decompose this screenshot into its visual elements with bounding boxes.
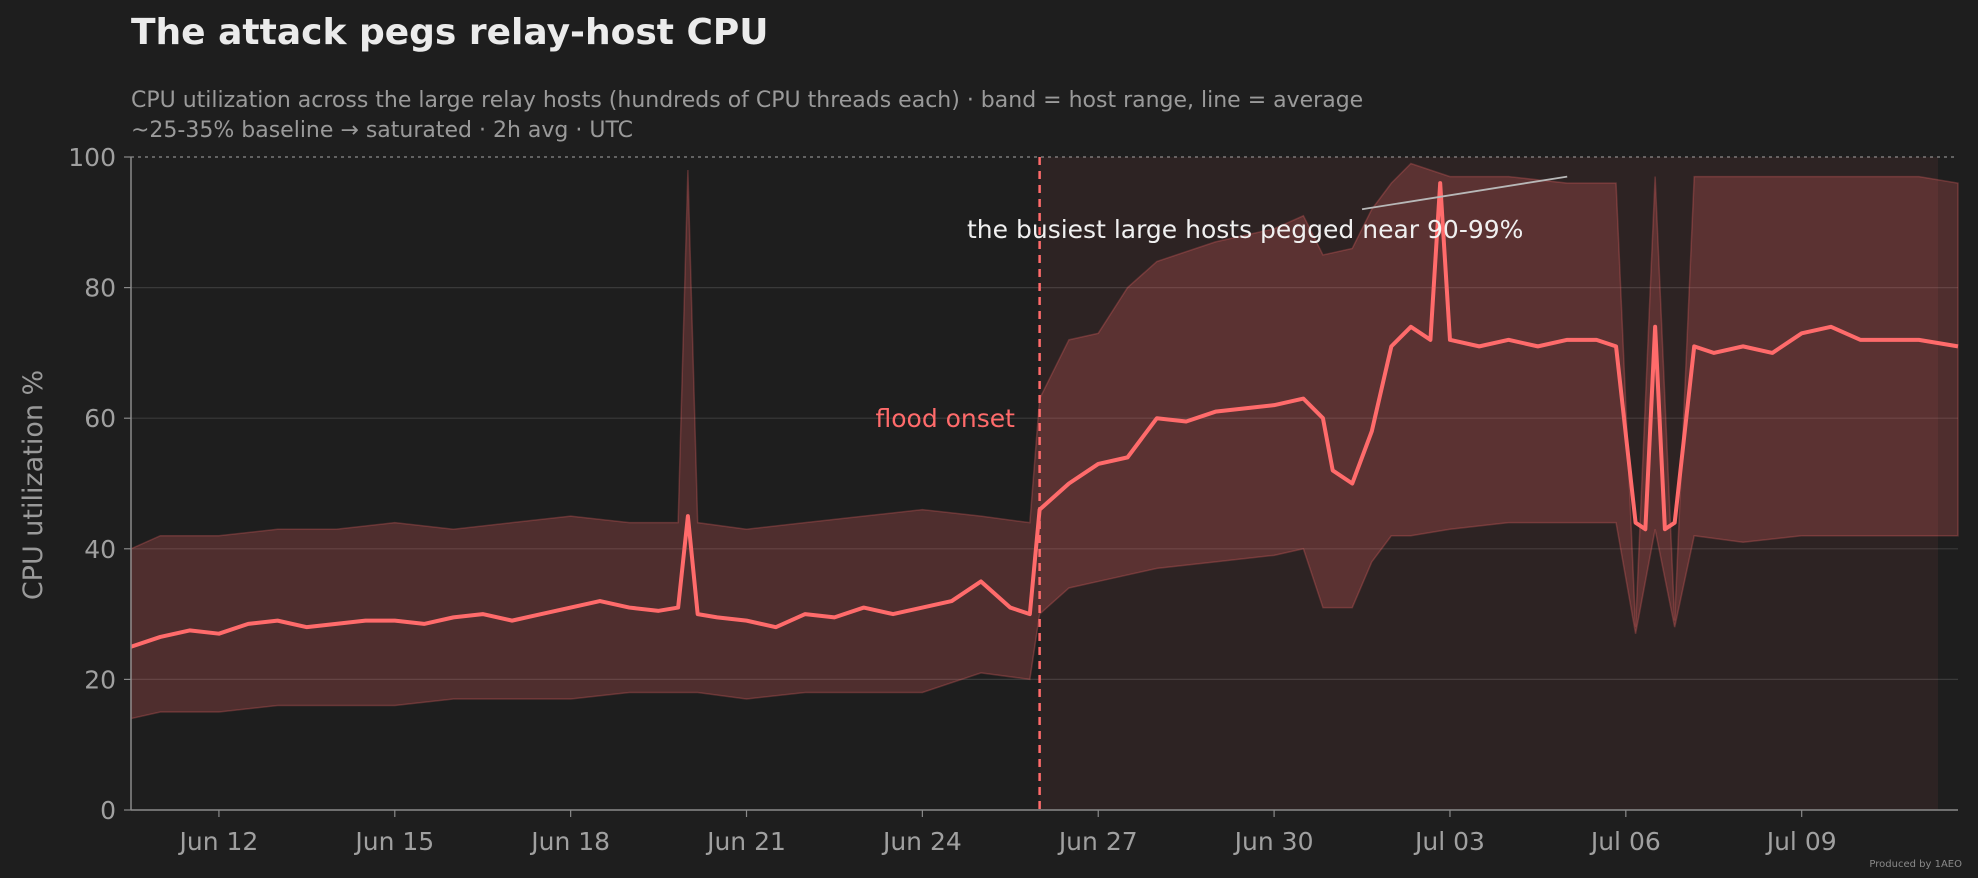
y-axis-label: CPU utilization % — [18, 370, 49, 600]
average-line-path — [130, 181, 1959, 649]
subtitle-line-2: ~25-35% baseline → saturated · 2h avg · … — [131, 118, 633, 143]
average-line — [130, 181, 1959, 649]
axes — [124, 156, 1958, 817]
annotation-arrow — [1361, 175, 1568, 211]
chart-title: The attack pegs relay-host CPU — [131, 12, 769, 53]
host-range-band-area — [130, 162, 1959, 720]
busiest-hosts-annotation: the busiest large hosts pegged near 90-9… — [967, 215, 1523, 244]
x-tick-label-5: Jun 27 — [1057, 827, 1138, 856]
y-tick-label-20: 20 — [84, 665, 116, 694]
y-tick-label-0: 0 — [100, 796, 116, 825]
x-tick-label-4: Jun 24 — [881, 827, 962, 856]
y-tick-label-60: 60 — [84, 404, 116, 433]
subtitle-line-1: CPU utilization across the large relay h… — [131, 88, 1364, 113]
y-tick-label-100: 100 — [68, 143, 116, 172]
chart-subtitle: CPU utilization across the large relay h… — [131, 86, 1363, 146]
y-tick-label-40: 40 — [84, 535, 116, 564]
post-onset-shading — [1039, 157, 1938, 810]
host-range-band — [130, 162, 1959, 720]
x-tick-label-7: Jul 03 — [1413, 827, 1485, 856]
post-onset-shading-rect — [1039, 157, 1938, 810]
flood-onset-label: flood onset — [875, 404, 1015, 433]
annotations: flood onset the busiest large hosts pegg… — [875, 157, 1568, 810]
tick-labels: 0 20 40 60 80 100 Jun 12 Jun 15 Jun 18 Jun 21 Jun … — [68, 143, 1836, 856]
grid — [131, 156, 1958, 681]
x-tick-label-3: Jun 21 — [705, 827, 786, 856]
x-tick-label-9: Jul 09 — [1765, 827, 1837, 856]
x-tick-label-1: Jun 15 — [353, 827, 434, 856]
x-tick-label-8: Jul 06 — [1589, 827, 1661, 856]
credit-text: Produced by 1AEO — [1869, 859, 1962, 870]
y-tick-label-80: 80 — [84, 274, 116, 303]
x-tick-label-0: Jun 12 — [178, 827, 259, 856]
x-tick-label-2: Jun 18 — [529, 827, 610, 856]
x-tick-label-6: Jun 30 — [1233, 827, 1314, 856]
